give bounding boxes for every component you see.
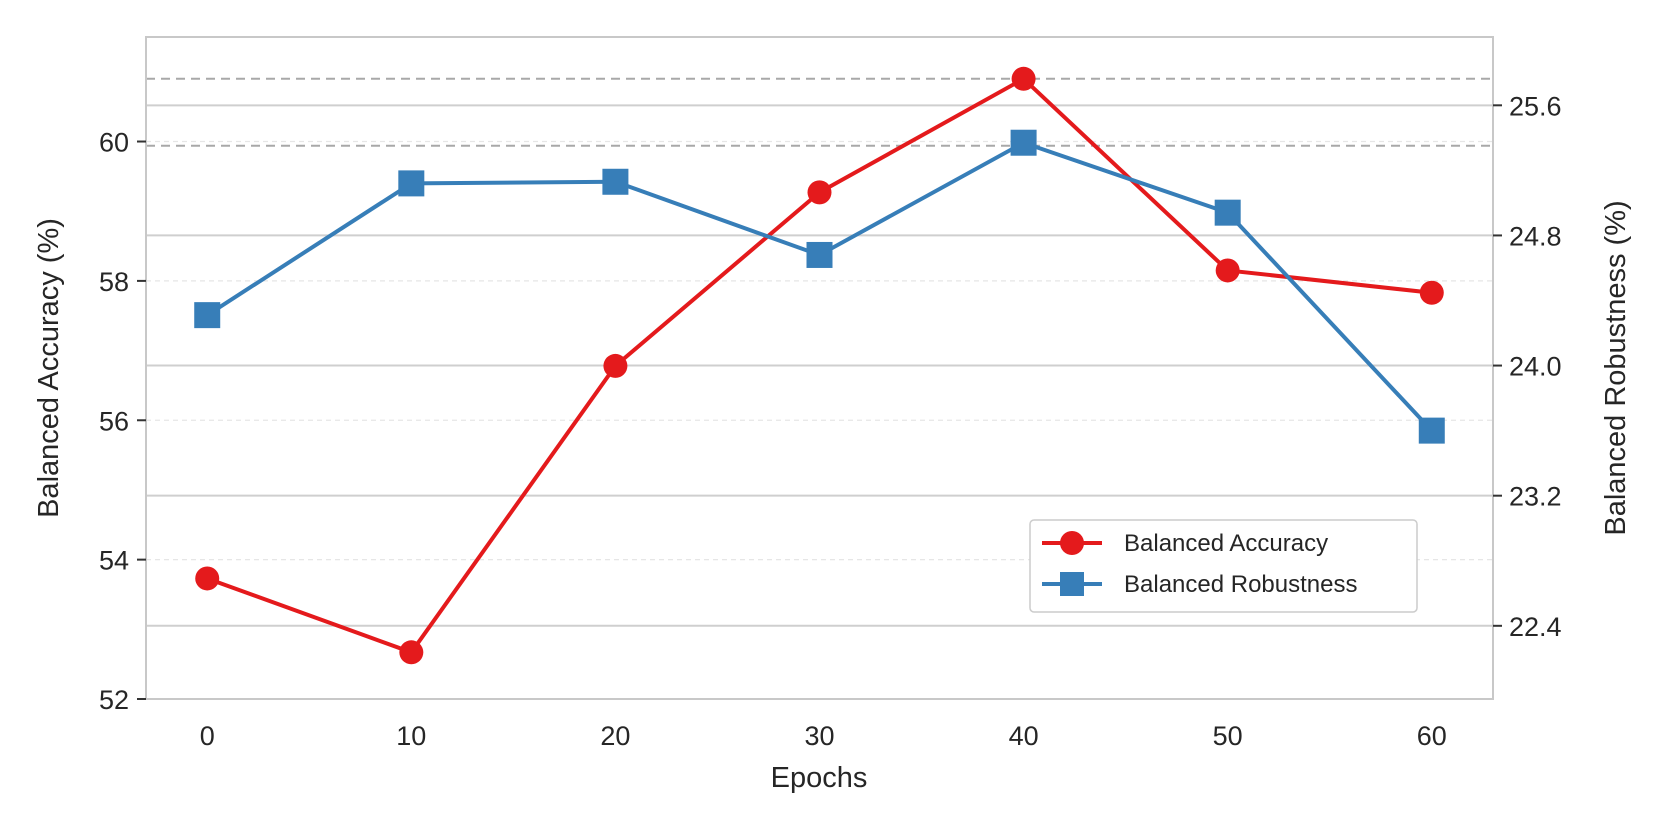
legend-marker-balanced-robustness — [1060, 572, 1084, 596]
data-point-balanced-robustness — [398, 170, 425, 197]
legend: Balanced Accuracy Balanced Robustness — [1029, 519, 1418, 613]
data-point-balanced-robustness — [1010, 129, 1037, 156]
right-axis-gridlines — [146, 104, 1493, 627]
data-point-balanced-accuracy — [807, 180, 832, 205]
plot-frame — [145, 36, 1494, 700]
right-tick-label: 24.0 — [1509, 352, 1562, 382]
data-point-balanced-robustness — [1214, 199, 1241, 226]
x-tick-label: 20 — [600, 721, 630, 751]
data-point-balanced-robustness — [602, 168, 629, 195]
series-layer — [194, 66, 1445, 665]
legend-marker-balanced-accuracy — [1060, 531, 1084, 555]
data-point-balanced-robustness — [1418, 417, 1445, 444]
right-axis: 22.4 23.2 24.0 24.8 25.6 — [1493, 91, 1562, 642]
x-tick-label: 0 — [200, 721, 215, 751]
data-point-balanced-accuracy — [1419, 280, 1444, 305]
y-axis-title: Balanced Accuracy (%) — [33, 218, 65, 518]
data-point-balanced-robustness — [806, 241, 833, 268]
data-point-balanced-accuracy — [1215, 258, 1240, 283]
data-point-balanced-robustness — [194, 302, 221, 329]
left-tick-label: 58 — [99, 267, 129, 297]
left-tick-label: 54 — [99, 546, 129, 576]
legend-label-balanced-robustness: Balanced Robustness — [1124, 571, 1357, 598]
x-axis-title: Epochs — [771, 762, 868, 794]
data-point-balanced-accuracy — [603, 353, 628, 378]
legend-entry-balanced-robustness: Balanced Robustness — [1042, 571, 1357, 598]
legend-entry-balanced-accuracy: Balanced Accuracy — [1042, 530, 1328, 557]
left-tick-label: 60 — [99, 128, 129, 158]
y2-axis-title: Balanced Robustness (%) — [1600, 200, 1632, 535]
x-axis: 0 10 20 30 40 50 60 — [200, 721, 1447, 751]
left-axis: 52 54 56 58 60 — [99, 128, 146, 715]
data-point-balanced-accuracy — [399, 640, 424, 665]
data-point-balanced-accuracy — [1011, 66, 1036, 91]
right-tick-label: 23.2 — [1509, 482, 1562, 512]
legend-box — [1029, 519, 1418, 613]
x-tick-label: 60 — [1417, 721, 1447, 751]
right-tick-label: 25.6 — [1509, 91, 1562, 121]
x-tick-label: 30 — [804, 721, 834, 751]
left-tick-label: 56 — [99, 406, 129, 436]
left-tick-label: 52 — [99, 685, 129, 715]
right-tick-label: 22.4 — [1509, 612, 1562, 642]
x-tick-label: 10 — [396, 721, 426, 751]
x-tick-label: 40 — [1009, 721, 1039, 751]
data-point-balanced-accuracy — [195, 566, 220, 591]
legend-label-balanced-accuracy: Balanced Accuracy — [1124, 530, 1328, 557]
x-tick-label: 50 — [1213, 721, 1243, 751]
right-tick-label: 24.8 — [1509, 221, 1562, 251]
